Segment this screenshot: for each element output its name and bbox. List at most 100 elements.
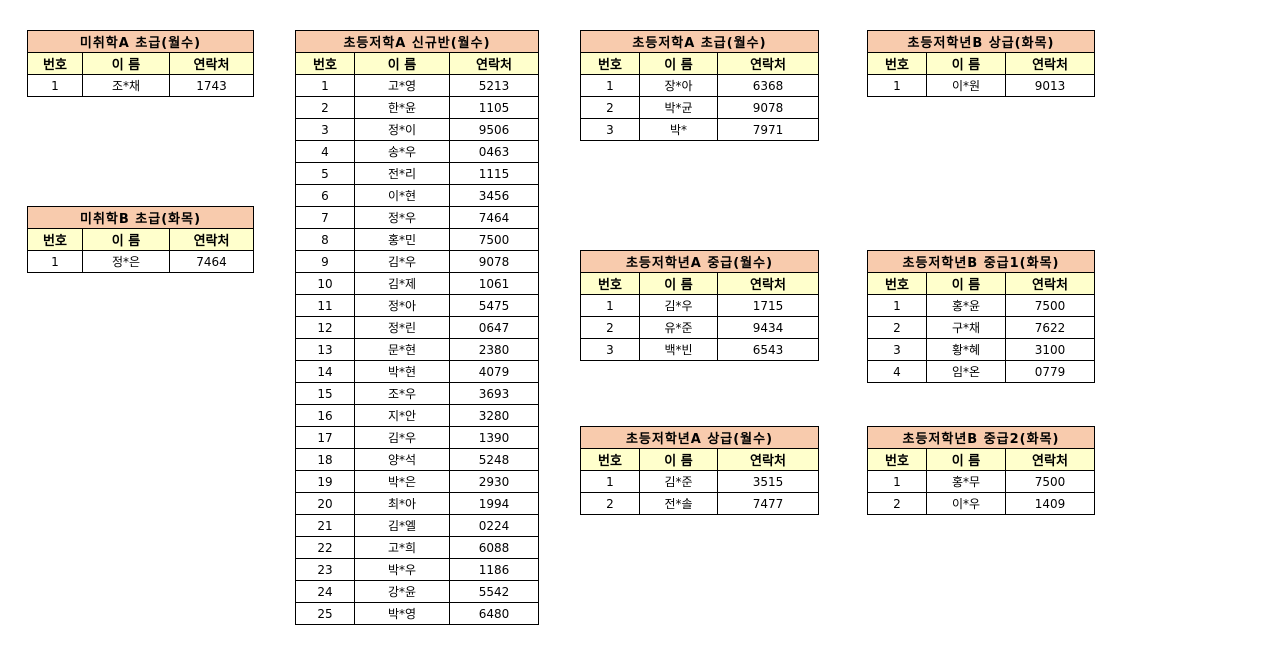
number-cell[interactable]: 11 [295,294,355,317]
contact-cell[interactable]: 1186 [449,558,539,581]
contact-cell[interactable]: 1105 [449,96,539,119]
name-cell[interactable]: 박*우 [354,558,450,581]
name-cell[interactable]: 정*아 [354,294,450,317]
column-header[interactable]: 연락처 [717,448,819,471]
contact-cell[interactable]: 4079 [449,360,539,383]
contact-cell[interactable]: 6088 [449,536,539,559]
column-header[interactable]: 이 름 [926,52,1006,75]
table-title[interactable]: 초등저학A 초급(월수) [579,30,820,53]
column-header[interactable]: 이 름 [639,272,718,295]
column-header[interactable]: 이 름 [926,272,1006,295]
contact-cell[interactable]: 7500 [1005,470,1095,493]
number-cell[interactable]: 12 [295,316,355,339]
contact-cell[interactable]: 7464 [449,206,539,229]
contact-cell[interactable]: 6543 [717,338,819,361]
table-title[interactable]: 초등저학년B 중급1(화목) [867,250,1095,273]
number-cell[interactable]: 24 [295,580,355,603]
name-cell[interactable]: 정*이 [354,118,450,141]
name-cell[interactable]: 양*석 [354,448,450,471]
name-cell[interactable]: 고*희 [354,536,450,559]
column-header[interactable]: 연락처 [169,52,254,75]
table-title[interactable]: 초등저학년A 중급(월수) [580,250,819,273]
column-header[interactable]: 번호 [27,228,83,251]
column-header[interactable]: 번호 [867,448,927,471]
column-header[interactable]: 연락처 [449,52,539,75]
name-cell[interactable]: 송*우 [354,140,450,163]
contact-cell[interactable]: 3280 [449,404,539,427]
contact-cell[interactable]: 2380 [449,338,539,361]
contact-cell[interactable]: 0647 [449,316,539,339]
table-title[interactable]: 초등저학년B 상급(화목) [866,30,1096,53]
column-header[interactable]: 번호 [27,52,83,75]
name-cell[interactable]: 홍*민 [354,228,450,251]
contact-cell[interactable]: 7622 [1005,316,1095,339]
column-header[interactable]: 이 름 [82,228,170,251]
column-header[interactable]: 연락처 [1005,272,1095,295]
name-cell[interactable]: 황*혜 [926,338,1006,361]
number-cell[interactable]: 6 [295,184,355,207]
number-cell[interactable]: 1 [295,74,355,97]
name-cell[interactable]: 이*원 [926,74,1006,97]
name-cell[interactable]: 박*은 [354,470,450,493]
table-title[interactable]: 초등저학년A 상급(월수) [580,426,819,449]
contact-cell[interactable]: 7500 [1005,294,1095,317]
contact-cell[interactable]: 7500 [449,228,539,251]
name-cell[interactable]: 박*영 [354,602,450,625]
name-cell[interactable]: 최*아 [354,492,450,515]
number-cell[interactable]: 14 [295,360,355,383]
contact-cell[interactable]: 7477 [717,492,819,515]
name-cell[interactable]: 김*우 [354,426,450,449]
name-cell[interactable]: 홍*무 [926,470,1006,493]
number-cell[interactable]: 5 [295,162,355,185]
name-cell[interactable]: 박*현 [354,360,450,383]
column-header[interactable]: 번호 [580,448,640,471]
name-cell[interactable]: 유*준 [639,316,718,339]
number-cell[interactable]: 1 [867,74,927,97]
name-cell[interactable]: 한*윤 [354,96,450,119]
number-cell[interactable]: 18 [295,448,355,471]
number-cell[interactable]: 4 [867,360,927,383]
column-header[interactable]: 이 름 [82,52,170,75]
table-title[interactable]: 미취학A 초급(월수) [27,30,254,53]
contact-cell[interactable]: 1715 [717,294,819,317]
number-cell[interactable]: 3 [580,118,640,141]
column-header[interactable]: 이 름 [926,448,1006,471]
contact-cell[interactable]: 0779 [1005,360,1095,383]
contact-cell[interactable]: 9506 [449,118,539,141]
table-title[interactable]: 초등저학년B 중급2(화목) [867,426,1095,449]
column-header[interactable]: 이 름 [639,448,718,471]
column-header[interactable]: 번호 [295,52,355,75]
name-cell[interactable]: 전*리 [354,162,450,185]
number-cell[interactable]: 1 [580,294,640,317]
number-cell[interactable]: 2 [867,492,927,515]
contact-cell[interactable]: 3100 [1005,338,1095,361]
name-cell[interactable]: 김*우 [639,294,718,317]
name-cell[interactable]: 임*온 [926,360,1006,383]
contact-cell[interactable]: 3456 [449,184,539,207]
number-cell[interactable]: 25 [295,602,355,625]
contact-cell[interactable]: 5248 [449,448,539,471]
contact-cell[interactable]: 5542 [449,580,539,603]
number-cell[interactable]: 2 [580,316,640,339]
number-cell[interactable]: 2 [580,492,640,515]
number-cell[interactable]: 17 [295,426,355,449]
column-header[interactable]: 이 름 [639,52,718,75]
contact-cell[interactable]: 1390 [449,426,539,449]
name-cell[interactable]: 조*우 [354,382,450,405]
column-header[interactable]: 번호 [867,272,927,295]
contact-cell[interactable]: 1115 [449,162,539,185]
contact-cell[interactable]: 1994 [449,492,539,515]
name-cell[interactable]: 정*린 [354,316,450,339]
number-cell[interactable]: 2 [867,316,927,339]
name-cell[interactable]: 이*우 [926,492,1006,515]
name-cell[interactable]: 홍*윤 [926,294,1006,317]
name-cell[interactable]: 백*빈 [639,338,718,361]
number-cell[interactable]: 15 [295,382,355,405]
contact-cell[interactable]: 0463 [449,140,539,163]
name-cell[interactable]: 전*솔 [639,492,718,515]
contact-cell[interactable]: 1409 [1005,492,1095,515]
name-cell[interactable]: 고*영 [354,74,450,97]
name-cell[interactable]: 정*우 [354,206,450,229]
number-cell[interactable]: 22 [295,536,355,559]
column-header[interactable]: 번호 [867,52,927,75]
